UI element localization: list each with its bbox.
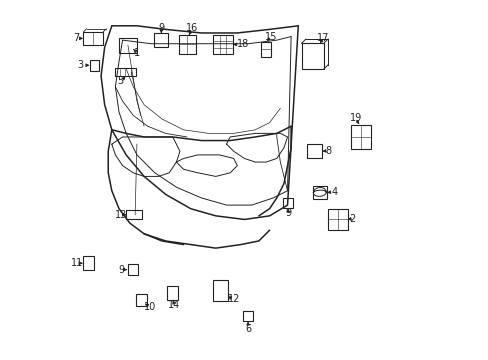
- Text: 19: 19: [349, 113, 361, 123]
- Bar: [350, 125, 370, 149]
- Bar: [90, 60, 99, 71]
- Bar: [115, 68, 136, 76]
- Bar: [260, 41, 271, 57]
- Text: 15: 15: [264, 32, 277, 41]
- Bar: [242, 311, 253, 321]
- Text: 9: 9: [158, 23, 164, 33]
- Text: 3: 3: [77, 60, 83, 70]
- Text: 4: 4: [330, 187, 337, 197]
- Text: 16: 16: [186, 23, 198, 33]
- Bar: [327, 209, 347, 230]
- Bar: [83, 256, 94, 270]
- Text: 9: 9: [119, 265, 124, 275]
- Bar: [178, 35, 195, 54]
- Text: 12: 12: [227, 294, 240, 304]
- Bar: [306, 144, 321, 158]
- Bar: [312, 186, 326, 199]
- Text: 18: 18: [236, 40, 248, 49]
- Bar: [83, 32, 103, 45]
- Bar: [283, 198, 293, 208]
- Text: 7: 7: [73, 33, 80, 43]
- Bar: [167, 286, 178, 300]
- Bar: [212, 280, 227, 301]
- Bar: [119, 39, 137, 53]
- Bar: [213, 35, 232, 54]
- Text: 9: 9: [285, 208, 291, 218]
- Text: 14: 14: [168, 300, 181, 310]
- Text: 5: 5: [118, 76, 123, 86]
- Text: 11: 11: [71, 258, 83, 268]
- Text: 10: 10: [144, 302, 156, 312]
- Text: 2: 2: [348, 214, 354, 224]
- Text: 1: 1: [134, 48, 140, 58]
- Bar: [136, 294, 147, 306]
- Text: 13: 13: [114, 210, 127, 220]
- Bar: [127, 264, 137, 275]
- Text: 6: 6: [244, 324, 251, 334]
- Text: 8: 8: [325, 145, 331, 156]
- Bar: [301, 43, 323, 69]
- Bar: [154, 33, 168, 47]
- Bar: [126, 211, 142, 219]
- Text: 17: 17: [317, 33, 329, 43]
